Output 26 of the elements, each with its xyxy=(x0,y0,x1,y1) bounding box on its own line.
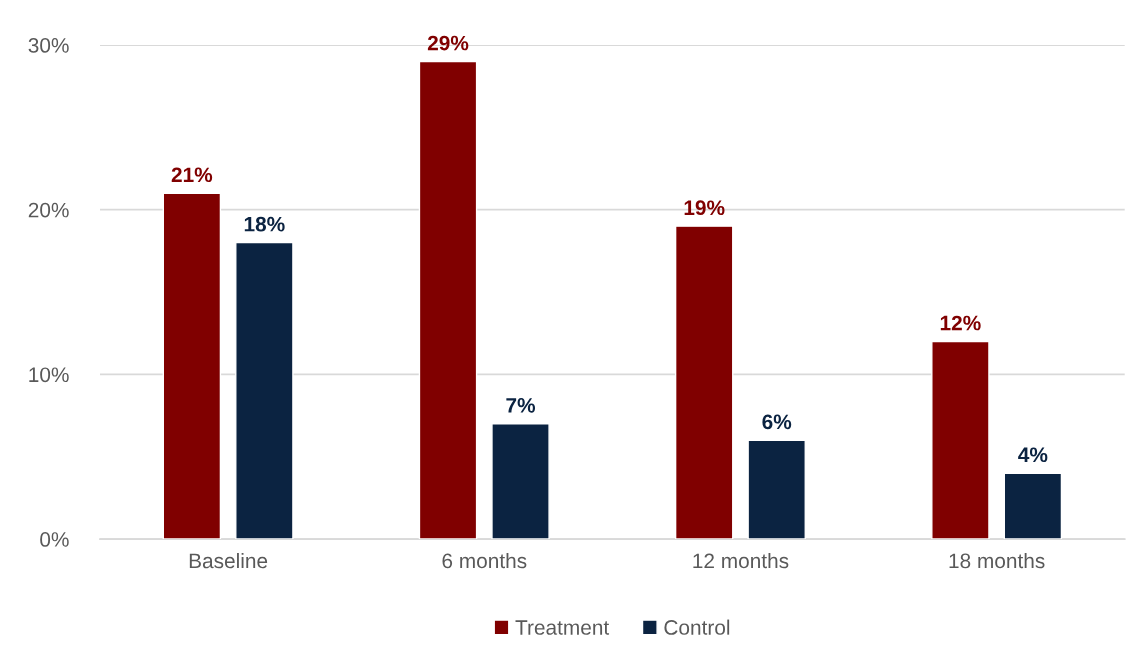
y-tick-label: 20% xyxy=(28,202,69,218)
y-tick-label: 0% xyxy=(40,532,69,547)
x-tick-label: 18 months xyxy=(949,552,1045,569)
bar xyxy=(491,423,550,540)
x-tick-label: 12 months xyxy=(693,552,789,569)
bar xyxy=(931,340,990,540)
data-label: 6% xyxy=(762,414,792,430)
legend-label: Control xyxy=(664,619,730,635)
bar xyxy=(1003,472,1063,540)
bar xyxy=(418,60,478,540)
bar xyxy=(674,225,734,540)
data-label: 12% xyxy=(940,315,981,331)
bar xyxy=(162,192,222,540)
data-label: 18% xyxy=(244,216,285,232)
y-tick-label: 30% xyxy=(28,38,69,53)
x-tick-label: Baseline xyxy=(189,552,268,569)
bar xyxy=(235,241,294,540)
data-label: 21% xyxy=(171,167,213,183)
bar xyxy=(747,439,806,540)
data-label: 19% xyxy=(684,200,725,216)
data-label: 29% xyxy=(427,35,469,51)
data-label: 7% xyxy=(506,398,536,413)
x-tick-label: 6 months xyxy=(442,552,527,569)
data-label: 4% xyxy=(1018,447,1048,463)
legend-label: Treatment xyxy=(515,620,610,635)
y-tick-label: 10% xyxy=(29,367,69,383)
